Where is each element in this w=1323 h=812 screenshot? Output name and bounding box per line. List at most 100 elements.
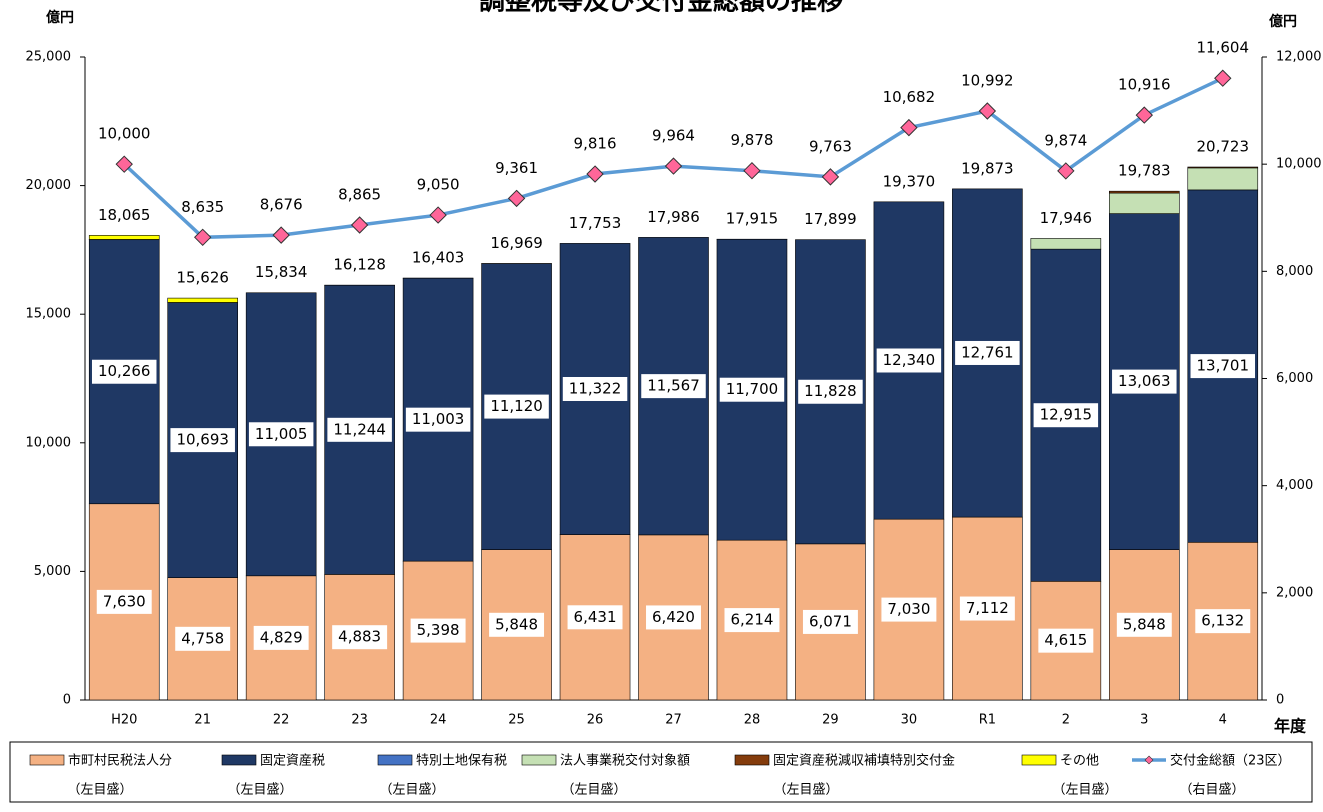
data-label: 5,398 bbox=[417, 621, 460, 639]
marker bbox=[587, 166, 603, 182]
legend-label: 固定資産税減収補填特別交付金 bbox=[773, 753, 955, 769]
legend-note: （右目盛） bbox=[1179, 783, 1244, 798]
total-label: 17,986 bbox=[647, 208, 700, 226]
y2-tick-label: 4,000 bbox=[1276, 478, 1313, 493]
total-label: 17,753 bbox=[569, 214, 622, 232]
data-label: 6,132 bbox=[1201, 612, 1244, 630]
data-label: 4,615 bbox=[1044, 631, 1087, 649]
data-label: 13,701 bbox=[1197, 357, 1250, 375]
y2-tick-label: 8,000 bbox=[1276, 264, 1313, 279]
line-label: 10,000 bbox=[98, 125, 151, 143]
total-label: 19,370 bbox=[883, 172, 936, 190]
data-label: 4,883 bbox=[338, 628, 381, 646]
marker bbox=[666, 158, 682, 174]
data-label: 11,322 bbox=[569, 379, 622, 397]
y2-tick-label: 10,000 bbox=[1276, 157, 1322, 172]
marker bbox=[901, 120, 917, 136]
line-label: 8,635 bbox=[181, 198, 224, 216]
x-tick-label: 26 bbox=[587, 713, 604, 728]
bar-segment bbox=[168, 298, 238, 302]
data-label: 11,244 bbox=[333, 420, 386, 438]
line-label: 10,682 bbox=[883, 88, 936, 106]
chart-title: 調整税等及び交付金総額の推移 bbox=[479, 0, 843, 17]
line-label: 9,816 bbox=[574, 135, 617, 153]
data-label: 6,071 bbox=[809, 612, 852, 630]
x-tick-label: 3 bbox=[1140, 713, 1148, 728]
total-label: 17,915 bbox=[726, 210, 779, 228]
total-label: 16,969 bbox=[490, 234, 543, 252]
data-label: 4,758 bbox=[181, 629, 224, 647]
data-label: 11,120 bbox=[490, 397, 543, 415]
y-axis-label: 億円 bbox=[46, 9, 74, 26]
bar-segment bbox=[89, 235, 159, 239]
line-label: 9,050 bbox=[417, 176, 460, 194]
line-label: 9,763 bbox=[809, 137, 852, 155]
y-tick-label: 10,000 bbox=[26, 435, 72, 450]
y-tick-label: 15,000 bbox=[26, 307, 72, 322]
bar-segment bbox=[1031, 238, 1101, 249]
legend-label: 交付金総額（23区） bbox=[1170, 753, 1291, 769]
data-label: 6,214 bbox=[730, 611, 773, 629]
marker bbox=[509, 190, 525, 206]
data-label: 7,030 bbox=[887, 600, 930, 618]
data-label: 13,063 bbox=[1118, 372, 1171, 390]
y2-tick-label: 2,000 bbox=[1276, 585, 1313, 600]
data-label: 7,112 bbox=[966, 599, 1009, 617]
data-label: 7,630 bbox=[103, 592, 146, 610]
bar-segment bbox=[1188, 167, 1258, 168]
legend-note: （左目盛） bbox=[561, 783, 626, 798]
line-label: 9,361 bbox=[495, 159, 538, 177]
x-axis-label: 年度 bbox=[1274, 717, 1307, 736]
line-label: 9,874 bbox=[1044, 131, 1087, 149]
x-tick-label: 25 bbox=[508, 713, 525, 728]
bar-segment bbox=[1188, 168, 1258, 190]
data-label: 11,005 bbox=[255, 425, 308, 443]
x-tick-label: H20 bbox=[111, 713, 137, 728]
y-tick-label: 5,000 bbox=[34, 564, 71, 579]
y2-tick-label: 12,000 bbox=[1276, 50, 1322, 65]
data-label: 10,693 bbox=[176, 431, 229, 449]
legend-swatch bbox=[30, 755, 64, 765]
data-label: 6,431 bbox=[574, 608, 617, 626]
x-tick-label: 30 bbox=[901, 713, 918, 728]
x-tick-label: 2 bbox=[1062, 713, 1070, 728]
legend-note: （左目盛） bbox=[67, 783, 132, 798]
marker bbox=[744, 163, 760, 179]
bar-segment bbox=[1109, 193, 1179, 214]
x-tick-label: 24 bbox=[430, 713, 447, 728]
data-label: 12,915 bbox=[1040, 406, 1093, 424]
legend-swatch bbox=[1022, 755, 1056, 765]
data-label: 4,829 bbox=[260, 628, 303, 646]
y-tick-label: 0 bbox=[63, 693, 71, 708]
legend-note: （左目盛） bbox=[379, 783, 444, 798]
x-tick-label: 27 bbox=[665, 713, 682, 728]
line-label: 8,676 bbox=[260, 196, 303, 214]
legend-label: その他 bbox=[1060, 754, 1099, 769]
x-tick-label: R1 bbox=[979, 713, 996, 728]
legend-marker bbox=[1145, 756, 1153, 764]
line-label: 8,865 bbox=[338, 185, 381, 203]
line-label: 10,992 bbox=[961, 72, 1014, 90]
legend-label: 固定資産税 bbox=[260, 753, 325, 769]
bar-segment bbox=[1109, 191, 1179, 193]
data-label: 5,848 bbox=[1123, 615, 1166, 633]
data-label: 10,266 bbox=[98, 362, 151, 380]
total-label: 15,834 bbox=[255, 263, 308, 281]
marker bbox=[1215, 70, 1231, 86]
x-tick-label: 29 bbox=[822, 713, 839, 728]
total-label: 15,626 bbox=[176, 269, 229, 287]
total-label: 17,899 bbox=[804, 210, 857, 228]
legend-swatch bbox=[222, 755, 256, 765]
data-label: 5,848 bbox=[495, 615, 538, 633]
legend-note: （左目盛） bbox=[1052, 783, 1117, 798]
total-label: 16,128 bbox=[333, 256, 386, 274]
marker bbox=[352, 217, 368, 233]
line-label: 10,916 bbox=[1118, 76, 1171, 94]
data-label: 11,700 bbox=[726, 380, 779, 398]
total-label: 17,946 bbox=[1040, 209, 1093, 227]
total-label: 19,783 bbox=[1118, 162, 1171, 180]
marker bbox=[430, 207, 446, 223]
legend-label: 法人事業税交付対象額 bbox=[560, 753, 690, 769]
